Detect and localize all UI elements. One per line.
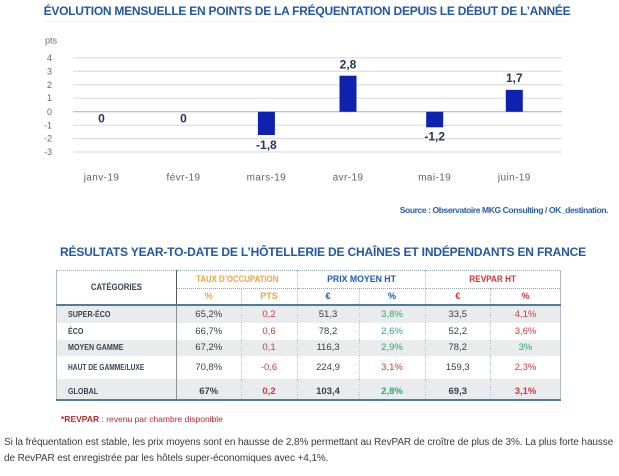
svg-text:-1: -1 [44, 120, 52, 130]
svg-text:févr-19: févr-19 [167, 172, 201, 183]
svg-text:-1,2: -1,2 [424, 130, 445, 144]
svg-text:3: 3 [47, 66, 52, 76]
svg-text:0: 0 [98, 111, 105, 125]
svg-text:-1,8: -1,8 [256, 138, 277, 152]
svg-text:1,7: 1,7 [506, 71, 523, 85]
svg-text:juin-19: juin-19 [497, 172, 531, 183]
svg-text:mars-19: mars-19 [247, 172, 287, 183]
svg-text:4: 4 [47, 53, 52, 63]
svg-text:avr-19: avr-19 [333, 172, 364, 183]
svg-text:2: 2 [47, 80, 52, 90]
svg-text:0: 0 [47, 107, 52, 117]
svg-text:janv-19: janv-19 [83, 172, 120, 183]
svg-text:mai-19: mai-19 [418, 172, 451, 183]
svg-text:pts: pts [45, 36, 58, 46]
svg-text:1: 1 [47, 93, 52, 103]
svg-text:0: 0 [180, 111, 187, 125]
svg-text:-2: -2 [44, 134, 52, 144]
svg-text:-3: -3 [44, 147, 52, 157]
svg-text:2,8: 2,8 [340, 58, 357, 72]
